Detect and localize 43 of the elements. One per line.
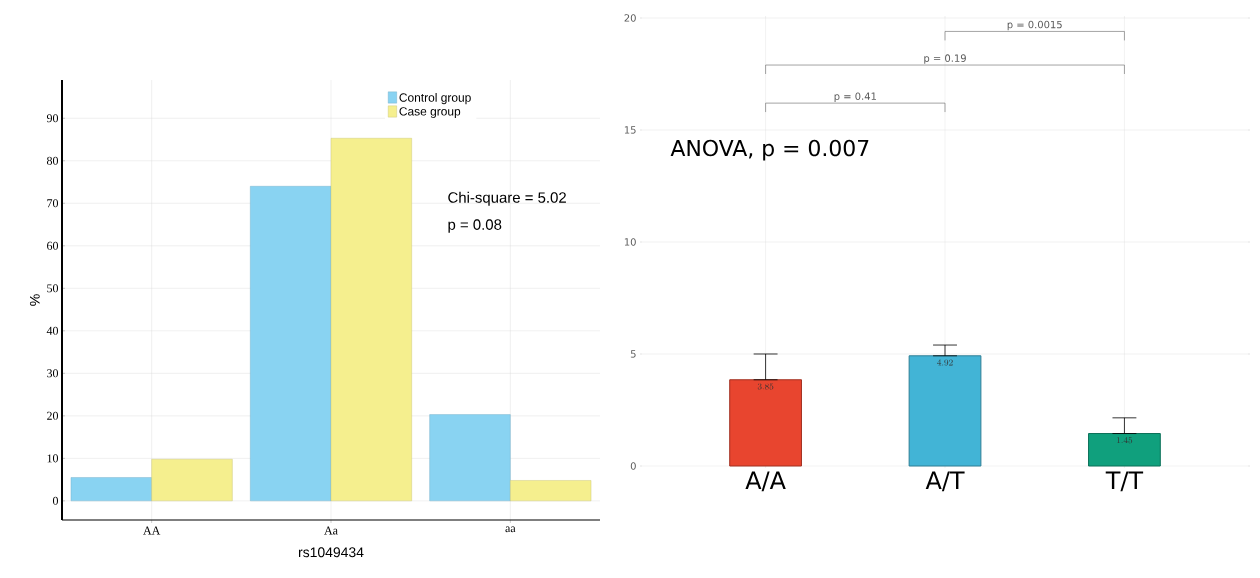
legend-label: Control group xyxy=(399,92,471,105)
y-tick-label: 0 xyxy=(52,496,59,505)
annotation: p = 0.19 xyxy=(924,54,966,64)
y-tick-label: 5 xyxy=(630,350,636,358)
data-label: 3.85 xyxy=(757,383,774,390)
y-tick-label: 10 xyxy=(47,454,59,463)
bar xyxy=(729,379,802,467)
y-tick-label: 70 xyxy=(47,199,59,208)
y-tick-label: 20 xyxy=(624,14,636,22)
x-tick-label: Aa xyxy=(324,526,338,535)
bar xyxy=(250,186,332,502)
x-tick-label: AA xyxy=(143,526,161,535)
y-axis-title: % xyxy=(29,294,40,306)
bar xyxy=(1088,433,1161,467)
y-tick-label: 40 xyxy=(46,326,59,335)
bar xyxy=(429,414,511,502)
y-tick-label: 15 xyxy=(624,126,636,134)
annotation: p = 0.08 xyxy=(448,219,502,233)
y-tick-label: 20 xyxy=(47,411,59,420)
y-tick-label: 50 xyxy=(47,284,59,293)
y-tick-label: 10 xyxy=(624,238,636,246)
data-label: 4.92 xyxy=(937,359,953,366)
y-tick-label: 90 xyxy=(46,114,59,123)
bar xyxy=(510,480,592,502)
x-tick-label: A/A xyxy=(745,471,786,492)
y-tick-label: 80 xyxy=(46,156,59,165)
annotation: ANOVA, p = 0.007 xyxy=(670,139,869,161)
bar xyxy=(70,477,152,502)
annotation: p = 0.0015 xyxy=(1007,20,1062,31)
y-tick-label: 30 xyxy=(47,369,59,378)
bar xyxy=(330,138,412,502)
annotation: p = 0.41 xyxy=(834,92,876,102)
x-tick-label: A/T xyxy=(925,471,965,492)
bar xyxy=(908,355,982,467)
data-label: 1 .45 xyxy=(1117,437,1133,444)
annotation: Chi-square = 5.02 xyxy=(448,191,566,206)
x-axis-title: rs1049434 xyxy=(298,547,364,558)
bar xyxy=(151,459,233,502)
x-tick-label: T/T xyxy=(1105,471,1144,492)
x-tick-label: aa xyxy=(505,526,516,533)
y-tick-label: 0 xyxy=(630,462,636,470)
legend-label: Case group xyxy=(399,107,461,118)
y-tick-label: 60 xyxy=(47,241,59,250)
